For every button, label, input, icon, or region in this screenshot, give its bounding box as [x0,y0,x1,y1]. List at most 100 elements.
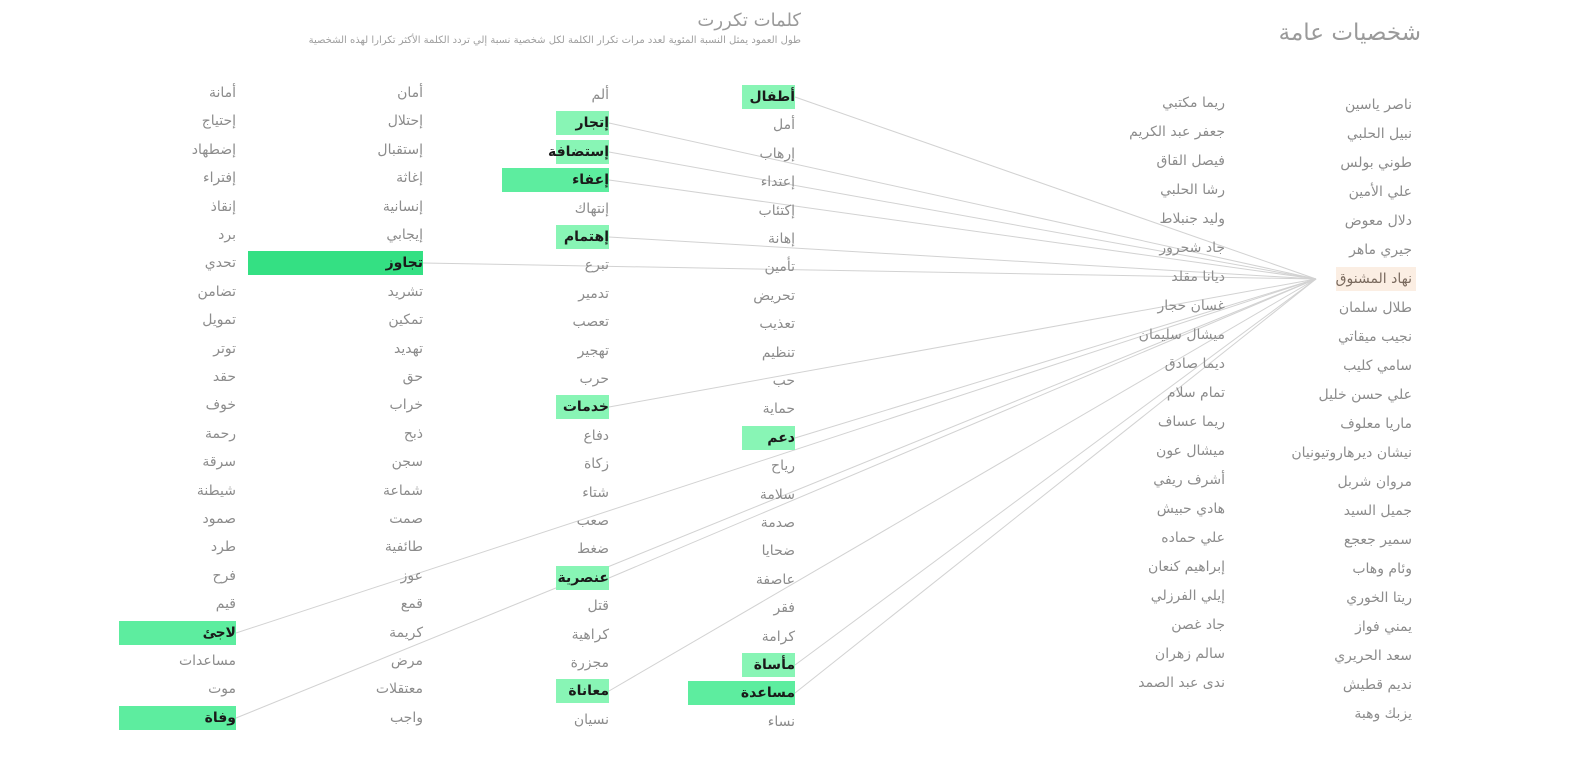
person-item[interactable]: جعفر عبد الكريم [1129,124,1225,140]
person-item[interactable]: رشا الحلبي [1160,182,1225,198]
word-item[interactable]: حب [773,369,795,393]
word-item[interactable]: تحدي [205,251,236,275]
person-item[interactable]: ريتا الخوري [1346,590,1412,606]
person-item[interactable]: يمني فواز [1355,619,1412,635]
word-item[interactable]: حقد [213,365,236,389]
word-item[interactable]: عنصرية [556,566,609,590]
person-item[interactable]: جيري ماهر [1349,242,1412,258]
word-item[interactable]: ذبح [404,422,423,446]
person-item[interactable]: نجيب ميقاتي [1338,329,1412,345]
word-item[interactable]: تعصب [572,310,609,334]
person-item[interactable]: هادي حبيش [1156,501,1225,517]
word-item[interactable]: إهتمام [556,225,609,249]
word-item[interactable]: قيم [216,592,236,616]
person-item[interactable]: وليد جنبلاط [1159,211,1225,227]
word-item[interactable]: برد [218,223,236,247]
word-item[interactable]: رياح [771,454,795,478]
word-item[interactable]: موت [208,677,236,701]
word-item[interactable]: مجزرة [571,651,609,675]
word-item[interactable]: صمود [203,507,236,531]
word-item[interactable]: سجن [392,450,423,474]
person-item[interactable]: وئام وهاب [1352,561,1412,577]
word-item[interactable]: حماية [763,397,795,421]
word-item[interactable]: نسيان [574,708,609,732]
word-item[interactable]: لاجئ [119,621,236,645]
person-item[interactable]: علي حسن خليل [1318,387,1412,403]
word-item[interactable]: سرقة [202,450,236,474]
word-item[interactable]: عوز [401,564,423,588]
word-item[interactable]: زكاة [584,452,609,476]
word-item[interactable]: إستقبال [377,138,423,162]
person-item[interactable]: علي حماده [1161,530,1225,546]
word-item[interactable]: كراهية [572,623,609,647]
word-item[interactable]: خدمات [556,395,609,419]
word-item[interactable]: أمان [397,81,423,105]
word-item[interactable]: ألم [592,83,609,107]
word-item[interactable]: أطفال [742,85,795,109]
word-item[interactable]: دفاع [583,424,609,448]
person-item[interactable]: نديم قطيش [1342,677,1412,693]
person-item[interactable]: ميشال سليمان [1138,327,1225,343]
word-item[interactable]: مرض [391,649,423,673]
person-item[interactable]: ميشال عون [1156,443,1225,459]
person-item[interactable]: ندى عبد الصمد [1138,675,1225,691]
person-item[interactable]: جاد شحرور [1159,240,1225,256]
word-item[interactable]: إحتلال [388,109,423,133]
word-item[interactable]: إنسانية [383,195,423,219]
person-item-selected[interactable]: نهاد المشنوق [1335,267,1416,291]
word-item[interactable]: تحريض [753,284,795,308]
person-item[interactable]: ديما صادق [1164,356,1225,372]
word-item[interactable]: كريمة [389,621,423,645]
word-item[interactable]: خوف [206,393,236,417]
word-item[interactable]: تضامن [198,280,236,304]
person-item[interactable]: إيلي الفرزلي [1150,588,1225,604]
word-item[interactable]: تشريد [388,280,423,304]
word-item[interactable]: صمت [389,507,423,531]
word-item[interactable]: فرح [213,564,236,588]
person-item[interactable]: علي الأمين [1348,184,1412,200]
word-item[interactable]: شيطنة [197,479,236,503]
word-item[interactable]: إرهاب [760,142,795,166]
person-item[interactable]: أشرف ريفي [1153,472,1225,488]
person-item[interactable]: نيشان ديرهاروتيونيان [1291,445,1412,461]
word-item[interactable]: دعم [742,426,795,450]
word-item[interactable]: إهانة [768,227,795,251]
word-item[interactable]: مأساة [742,653,795,677]
person-item[interactable]: ريما عساف [1157,414,1225,430]
word-item[interactable]: سلامة [760,483,795,507]
word-item[interactable]: حق [403,365,423,389]
word-item[interactable]: تهديد [394,337,423,361]
word-item[interactable]: حرب [579,367,609,391]
person-item[interactable]: سالم زهران [1154,646,1225,662]
word-item[interactable]: صدمة [761,511,795,535]
person-item[interactable]: غسان حجار [1157,298,1225,314]
word-item[interactable]: مساعدة [688,681,795,705]
person-item[interactable]: جاد غصن [1171,617,1225,633]
person-item[interactable]: طوني بولس [1340,155,1412,171]
word-item[interactable]: معاناة [556,679,609,703]
word-item[interactable]: إستضافة [548,140,609,164]
word-item[interactable]: كرامة [762,625,795,649]
word-item[interactable]: تدمير [578,282,609,306]
word-item[interactable]: وفاة [119,706,236,730]
person-item[interactable]: تمام سلام [1166,385,1225,401]
word-item[interactable]: تمويل [202,308,236,332]
person-item[interactable]: دلال معوض [1344,213,1412,229]
person-item[interactable]: ريما مكتبي [1162,95,1225,111]
word-item[interactable]: رحمة [205,422,236,446]
word-item[interactable]: تنظيم [762,341,795,365]
word-item[interactable]: إتجار [556,111,609,135]
word-item[interactable]: إنتهاك [575,197,609,221]
word-item[interactable]: نساء [768,710,795,734]
word-item[interactable]: تبرع [585,253,609,277]
word-item[interactable]: خراب [390,393,423,417]
person-item[interactable]: سعد الحريري [1334,648,1412,664]
person-item[interactable]: إبراهيم كنعان [1148,559,1225,575]
person-item[interactable]: ماريا معلوف [1340,416,1412,432]
word-item[interactable]: تمكين [388,308,423,332]
person-item[interactable]: نبيل الحلبي [1346,126,1412,142]
word-item[interactable]: ضغط [577,537,609,561]
word-item[interactable]: ضحايا [762,539,795,563]
word-item[interactable]: إنقاذ [211,195,236,219]
word-item[interactable]: معتقلات [376,677,423,701]
